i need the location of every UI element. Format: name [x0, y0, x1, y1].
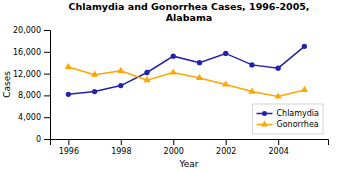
- tick-mark: [44, 74, 50, 75]
- tick: 2000: [164, 139, 184, 156]
- data-point: [276, 66, 281, 71]
- tick-mark: [44, 95, 50, 96]
- tick-mark: [68, 139, 69, 145]
- chart-svg: 1996 1998 2000 2002 2004 0 4,000 8,000 12,000 16,…: [0, 0, 338, 171]
- data-point: [66, 92, 71, 97]
- data-point: [65, 63, 72, 69]
- legend-marker: [261, 121, 268, 127]
- tick-mark: [121, 139, 122, 145]
- tick: 12,000: [13, 70, 50, 79]
- data-point: [91, 71, 98, 77]
- tick-label: 1996: [59, 147, 79, 156]
- tick-mark: [226, 139, 227, 145]
- data-point: [171, 54, 176, 59]
- tick-label: 8,000: [18, 91, 41, 100]
- tick: 2004: [268, 139, 288, 156]
- series-line: [68, 46, 304, 94]
- legend-label: Gonorrhea: [276, 120, 318, 129]
- tick-label: 2002: [216, 147, 236, 156]
- data-point: [197, 60, 202, 65]
- data-point: [170, 68, 177, 74]
- x-axis: 1996 1998 2000 2002 2004: [51, 139, 329, 156]
- tick-label: 1998: [111, 147, 131, 156]
- tick-label: 16,000: [13, 48, 41, 57]
- data-point: [302, 44, 307, 49]
- series-line: [68, 67, 304, 96]
- axis-line: [51, 140, 329, 146]
- tick-label: 20,000: [13, 26, 41, 35]
- tick: 1996: [59, 139, 79, 156]
- legend-box: [252, 104, 323, 134]
- data-point: [117, 67, 124, 73]
- data-point: [118, 83, 123, 88]
- tick: 4,000: [18, 113, 50, 122]
- x-axis-label: Year: [178, 159, 198, 169]
- axis-line: [44, 31, 51, 140]
- tick-label: 12,000: [13, 70, 41, 79]
- data-point: [196, 74, 203, 80]
- tick-mark: [44, 52, 50, 53]
- tick-mark: [44, 117, 50, 118]
- tick-label: 2000: [164, 147, 184, 156]
- data-point: [249, 62, 254, 67]
- legend: Chlamydia Gonorrhea: [252, 104, 323, 134]
- tick: 8,000: [18, 91, 50, 100]
- legend-label: Chlamydia: [276, 109, 319, 118]
- tick-label: 4,000: [18, 113, 41, 122]
- tick: 16,000: [13, 48, 50, 57]
- tick-mark: [44, 30, 50, 31]
- plot-area: [65, 44, 308, 99]
- y-axis-label: Cases: [2, 71, 12, 98]
- data-point: [143, 76, 150, 82]
- tick: 20,000: [13, 26, 50, 35]
- title-line: Alabama: [166, 12, 213, 23]
- tick-label: 0: [36, 135, 41, 144]
- y-axis: 0 4,000 8,000 12,000 16,000 20,000: [13, 26, 51, 144]
- tick: 1998: [111, 139, 131, 156]
- chart-title: Chlamydia and Gonorrhea Cases, 1996-2005…: [69, 1, 310, 23]
- data-point: [222, 80, 229, 86]
- tick-label: 2004: [268, 147, 288, 156]
- data-point: [301, 86, 308, 92]
- chart-container: 1996 1998 2000 2002 2004 0 4,000 8,000 12,000 16,…: [0, 0, 338, 171]
- legend-marker: [262, 111, 267, 116]
- data-point: [92, 89, 97, 94]
- data-point: [275, 92, 282, 98]
- data-point: [144, 70, 149, 75]
- tick-mark: [278, 139, 279, 145]
- title-line: Chlamydia and Gonorrhea Cases, 1996-2005…: [69, 1, 310, 12]
- data-point: [248, 87, 255, 93]
- tick-mark: [44, 139, 50, 140]
- tick: 0: [36, 135, 50, 144]
- tick-mark: [173, 139, 174, 145]
- tick: 2002: [216, 139, 236, 156]
- data-point: [223, 51, 228, 56]
